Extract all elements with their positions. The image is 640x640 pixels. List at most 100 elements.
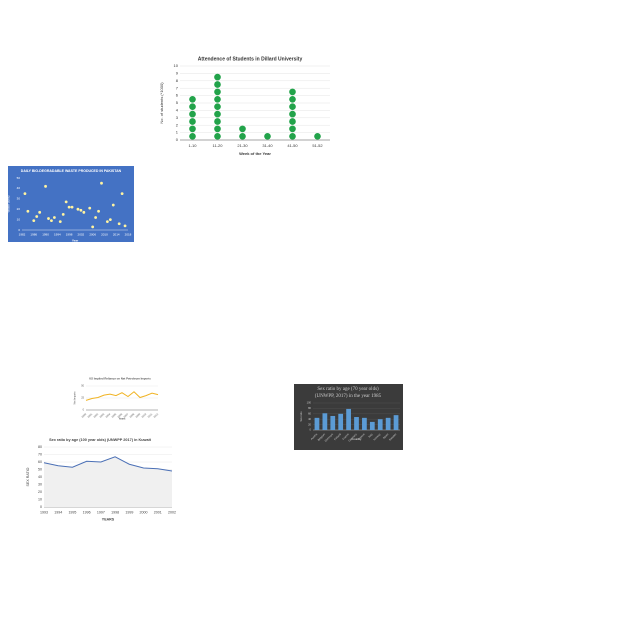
point — [105, 220, 109, 224]
x-tick-label: 1994 — [54, 232, 61, 236]
y-tick-label: 100 — [307, 401, 312, 405]
dot — [314, 132, 321, 140]
dot — [289, 118, 296, 125]
y-tick-label: 80 — [308, 406, 311, 410]
dot — [214, 118, 221, 125]
dot — [264, 132, 271, 140]
x-tick-label: 2006 — [89, 232, 96, 236]
x-tick-label: 1997 — [97, 510, 105, 514]
dot — [239, 125, 246, 133]
x-tick-label: Sweden — [388, 432, 398, 442]
x-axis-label: Week of the Year — [239, 151, 271, 156]
y-tick-label: 40 — [308, 417, 311, 421]
y-tick-label: 7 — [176, 85, 179, 90]
y-axis-label: Sex ratio — [299, 411, 303, 422]
y-tick-label: 6 — [176, 93, 179, 98]
x-axis-label: Year — [72, 238, 79, 242]
point — [38, 210, 42, 214]
y-tick-label: 5 — [176, 100, 179, 105]
dot — [214, 88, 221, 96]
x-tick-label: 21-30 — [237, 143, 248, 148]
y-tick-label: 50 — [81, 385, 84, 388]
point — [47, 217, 50, 220]
y-tick-label: 25 — [81, 397, 84, 400]
x-tick-label: 1-10 — [188, 143, 197, 148]
y-tick-label: 2 — [176, 122, 179, 127]
y-tick-label: 30 — [38, 482, 42, 486]
y-tick-label: 60 — [308, 411, 311, 415]
bar — [322, 413, 328, 430]
dot — [239, 132, 246, 140]
x-tick-label: 1999 — [125, 510, 133, 514]
x-axis-label: YEARS — [102, 518, 115, 522]
x-tick-label: 2003 — [99, 412, 105, 418]
dot — [189, 103, 196, 111]
dot-column — [289, 88, 296, 140]
point — [120, 192, 124, 196]
x-tick-label: 1998 — [111, 510, 119, 514]
dot — [289, 110, 296, 118]
x-tick-label: 2001 — [154, 510, 162, 514]
y-tick-label: 40 — [38, 475, 42, 479]
y-tick-label: 70 — [38, 452, 42, 456]
dot — [289, 125, 296, 133]
point — [32, 219, 36, 223]
y-tick-label: 3 — [176, 115, 179, 120]
point — [52, 216, 56, 219]
point — [94, 216, 98, 219]
y-tick-label: 50 — [38, 467, 42, 471]
x-tick-label: 2002 — [78, 232, 85, 236]
dot — [189, 132, 196, 140]
bar — [385, 417, 391, 430]
x-tick-label: 1993 — [40, 510, 48, 514]
dot — [289, 95, 296, 103]
point — [91, 225, 95, 229]
y-tick-label: 30 — [17, 197, 21, 201]
chart: DAILY BIO-DEGRADABLE WASTE PRODUCED IN P… — [6, 166, 134, 242]
y-tick-label: 1 — [176, 130, 179, 135]
y-tick-label: 0 — [18, 228, 20, 232]
x-axis-label: Years — [119, 417, 126, 420]
x-tick-label: 2010 — [141, 412, 147, 418]
y-tick-label: 0 — [176, 137, 179, 142]
x-tick-label: 41-50 — [287, 143, 298, 148]
dot — [189, 125, 196, 133]
bar — [369, 421, 375, 430]
chart-title: Sex ratio by age (100 year olds) (UNWPP … — [49, 438, 152, 442]
dot-column — [239, 125, 246, 140]
x-tick-label: 2008 — [129, 412, 135, 418]
chart-title: US Implied Reliance on Net Petroleum Imp… — [89, 377, 151, 381]
dot — [214, 125, 221, 133]
dot — [214, 132, 221, 140]
area — [44, 456, 172, 507]
chart-title: Attendence of Students in Dillard Univer… — [198, 56, 303, 62]
y-tick-label: 0 — [83, 409, 85, 412]
x-tick-label: 2011 — [147, 412, 153, 418]
dot — [189, 95, 196, 103]
point — [67, 205, 71, 209]
point — [123, 224, 127, 228]
point — [44, 184, 47, 188]
point — [76, 207, 80, 211]
point — [82, 210, 86, 214]
y-tick-label: 8 — [176, 78, 179, 83]
x-tick-label: 2009 — [135, 412, 141, 418]
dot — [289, 88, 296, 96]
dot — [189, 118, 196, 125]
x-tick-label: 2004 — [105, 412, 111, 418]
x-tick-label: Norway — [372, 432, 382, 442]
y-tick-label: 20 — [308, 422, 311, 426]
dot — [289, 132, 296, 140]
chart-title: (UNWPP, 2017) in the year 1985 — [315, 394, 382, 399]
x-tick-label: 2012 — [153, 412, 159, 418]
x-tick-label: Austria — [310, 432, 319, 441]
x-tick-label: 2000 — [81, 412, 87, 418]
x-tick-label: France — [341, 432, 350, 441]
point — [58, 220, 62, 224]
x-tick-label: 1982 — [19, 232, 26, 236]
chart-title: Sex ratio by age (70 year olds) — [317, 387, 379, 392]
x-tick-label: 2007 — [123, 412, 129, 418]
point — [79, 208, 83, 212]
x-tick-label: 2006 — [117, 412, 123, 418]
